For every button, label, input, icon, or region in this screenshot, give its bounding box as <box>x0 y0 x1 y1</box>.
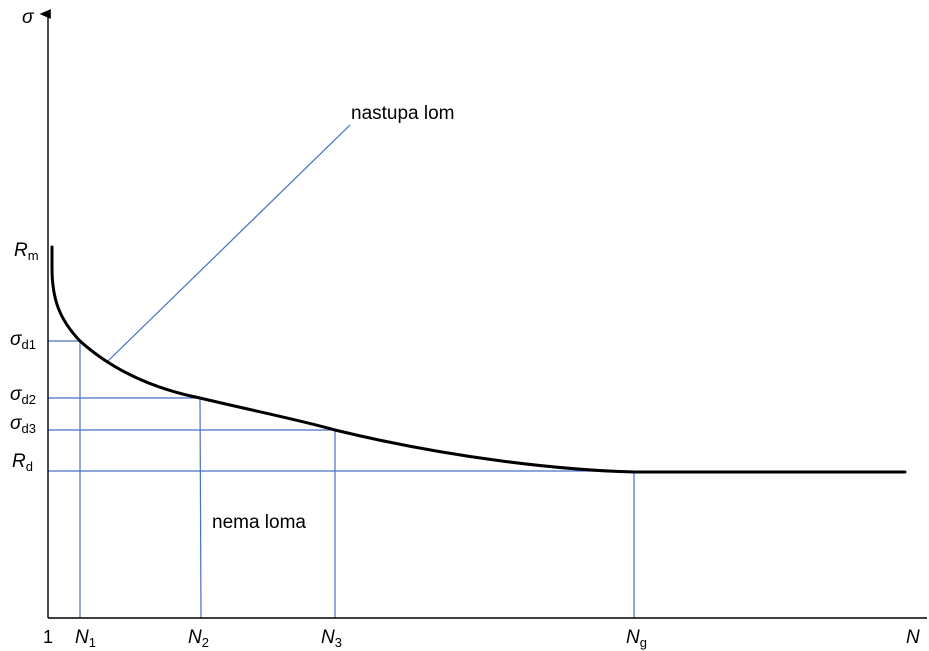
x-tick-ng: Ng <box>626 627 647 650</box>
y-tick-sd2: σd2 <box>10 384 36 407</box>
y-tick-sd1: σd1 <box>10 329 36 352</box>
fatigue-curve-decay <box>50 245 636 474</box>
fracture-leader-line <box>107 124 351 362</box>
axes <box>39 9 927 619</box>
x-tick-n2: N2 <box>188 627 209 650</box>
x-tick-n3: N3 <box>321 627 342 650</box>
fatigue-curve <box>50 245 907 474</box>
y-tick-rd: Rd <box>12 451 33 474</box>
guide-lines <box>48 124 635 619</box>
x-tick-n1: N1 <box>75 627 96 650</box>
fracture-annotation: nastupa lom <box>351 103 455 124</box>
guide-n2-vertical <box>199 397 202 619</box>
origin-label: 1 <box>43 627 53 647</box>
y-tick-rm: Rm <box>14 240 39 263</box>
y-axis-label: σ <box>22 7 35 28</box>
no-fracture-annotation: nema loma <box>212 512 306 533</box>
y-tick-sd3: σd3 <box>10 413 36 436</box>
x-axis-label: N <box>906 627 920 648</box>
